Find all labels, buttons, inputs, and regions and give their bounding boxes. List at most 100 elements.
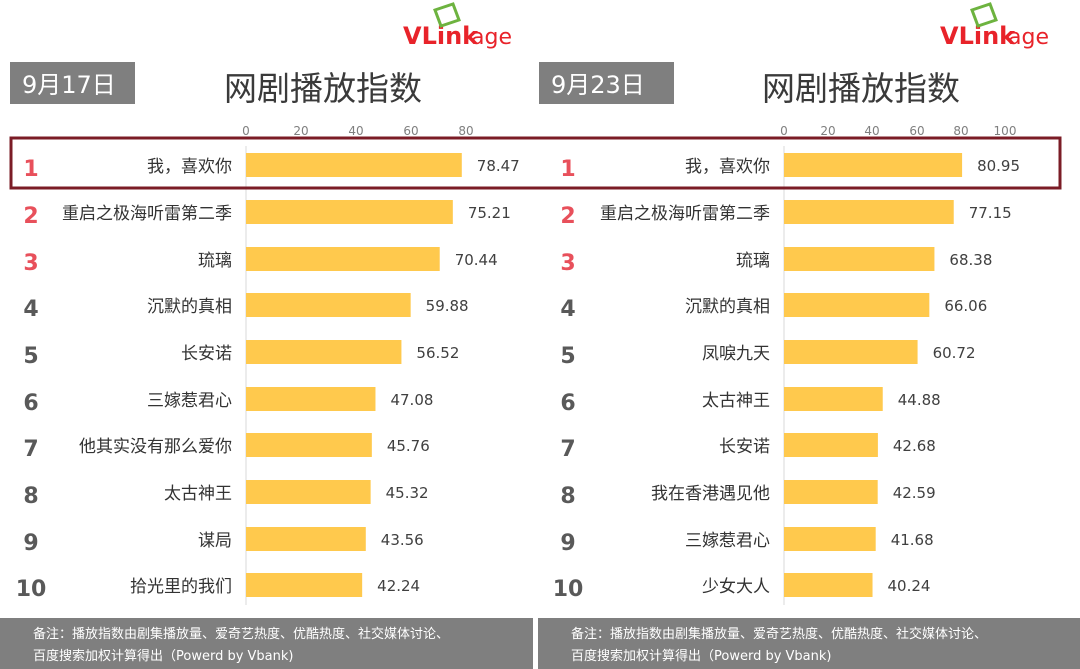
rank-number: 5 [23, 344, 38, 369]
logo-text-tail: age [471, 25, 512, 50]
rank-number: 1 [560, 157, 575, 182]
logo-text-tail: age [1008, 25, 1049, 50]
x-tick-label: 60 [403, 124, 418, 138]
bar [246, 153, 462, 177]
data-label: 41.68 [891, 531, 934, 549]
category-label: 三嫁惹君心 [685, 531, 770, 551]
date-label: 9月23日 [551, 71, 645, 99]
data-label: 56.52 [416, 344, 459, 362]
bar [246, 480, 371, 504]
logo-icon [970, 2, 998, 28]
data-label: 70.44 [455, 251, 498, 269]
bar [246, 573, 363, 597]
rank-number: 3 [23, 251, 38, 276]
data-label: 43.56 [381, 531, 424, 549]
bar [246, 200, 453, 224]
bar [784, 247, 935, 271]
data-label: 75.21 [468, 204, 511, 222]
bar [784, 480, 878, 504]
category-label: 我在香港遇见他 [651, 484, 770, 504]
rank-number: 8 [560, 484, 575, 509]
rank-number: 2 [23, 204, 38, 229]
bar [784, 527, 876, 551]
data-label: 45.32 [386, 484, 429, 502]
category-label: 沉默的真相 [685, 297, 770, 317]
data-label: 77.15 [969, 204, 1012, 222]
rank-number: 10 [553, 577, 584, 602]
x-tick-label: 0 [780, 124, 788, 138]
category-label: 太古神王 [702, 391, 770, 411]
data-label: 42.68 [893, 437, 936, 455]
x-tick-label: 100 [994, 124, 1017, 138]
bar [784, 340, 918, 364]
data-label: 68.38 [949, 251, 992, 269]
category-label: 长安诺 [719, 437, 770, 457]
data-label: 44.88 [898, 391, 941, 409]
footer-bar [538, 618, 1080, 669]
category-label: 沉默的真相 [147, 297, 232, 317]
category-label: 太古神王 [164, 484, 232, 504]
bar [784, 200, 954, 224]
bar [784, 387, 883, 411]
rank-number: 6 [560, 391, 575, 416]
bar [784, 433, 878, 457]
highlight-box [9, 136, 1062, 190]
x-tick-label: 60 [909, 124, 924, 138]
category-label: 我，喜欢你 [147, 157, 232, 177]
footer-bar [0, 618, 533, 669]
data-label: 42.24 [377, 577, 420, 595]
rank-number: 2 [560, 204, 575, 229]
data-label: 80.95 [977, 157, 1020, 175]
bar [246, 387, 376, 411]
rank-number: 7 [560, 437, 575, 462]
data-label: 45.76 [387, 437, 430, 455]
bar [246, 340, 402, 364]
rank-number: 7 [23, 437, 38, 462]
rank-number: 1 [23, 157, 38, 182]
category-label: 重启之极海听雷第二季 [600, 204, 770, 224]
x-tick-label: 0 [242, 124, 250, 138]
data-label: 47.08 [390, 391, 433, 409]
data-label: 42.59 [893, 484, 936, 502]
footer-note-line1: 备注：播放指数由剧集播放量、爱奇艺热度、优酷热度、社交媒体讨论、 [33, 626, 449, 642]
rank-number: 9 [23, 531, 38, 556]
logo-icon [433, 2, 461, 28]
rank-number: 4 [23, 297, 38, 322]
date-badge [539, 62, 674, 104]
category-label: 我，喜欢你 [685, 157, 770, 177]
bar [784, 573, 873, 597]
footer-note-line2: 百度搜索加权计算得出（Powerd by Vbank) [33, 648, 294, 664]
bar [784, 153, 963, 177]
rank-number: 9 [560, 531, 575, 556]
date-badge [10, 62, 135, 104]
category-label: 三嫁惹君心 [147, 391, 232, 411]
category-label: 凤唳九天 [702, 344, 770, 364]
footer-note-line2: 百度搜索加权计算得出（Powerd by Vbank) [571, 648, 832, 664]
category-label: 谋局 [198, 531, 232, 551]
rank-number: 6 [23, 391, 38, 416]
category-label: 少女大人 [702, 577, 770, 597]
footer-note-line1: 备注：播放指数由剧集播放量、爱奇艺热度、优酷热度、社交媒体讨论、 [571, 626, 987, 642]
date-label: 9月17日 [22, 71, 116, 99]
category-label: 琉璃 [198, 251, 232, 271]
category-label: 长安诺 [181, 344, 232, 364]
x-tick-label: 80 [953, 124, 968, 138]
category-label: 琉璃 [736, 251, 770, 271]
bar [246, 433, 372, 457]
data-label: 60.72 [933, 344, 976, 362]
chart-title: 网剧播放指数 [762, 69, 960, 108]
data-label: 59.88 [426, 297, 469, 315]
bar [246, 247, 440, 271]
rank-number: 10 [16, 577, 47, 602]
rank-number: 3 [560, 251, 575, 276]
rank-number: 8 [23, 484, 38, 509]
data-label: 78.47 [477, 157, 520, 175]
rank-number: 4 [560, 297, 575, 322]
x-tick-label: 20 [820, 124, 835, 138]
bar [246, 527, 366, 551]
rank-number: 5 [560, 344, 575, 369]
category-label: 拾光里的我们 [130, 577, 232, 597]
data-label: 40.24 [888, 577, 931, 595]
